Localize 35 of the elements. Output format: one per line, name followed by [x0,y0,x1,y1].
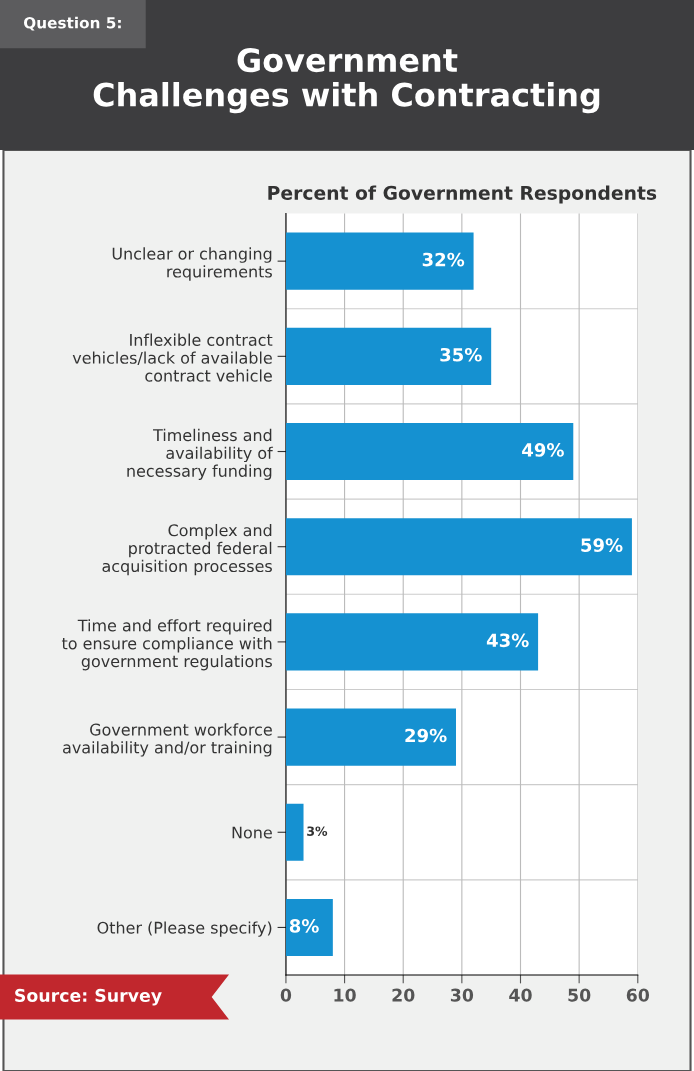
data-label: 35% [440,347,482,362]
chart-title: Government Challenges with Contracting [93,48,600,114]
x-tick-label: 20 [392,988,415,1002]
y-tick-label: Complex and protracted federal acquisition processes [102,523,272,576]
data-label: 29% [405,728,447,743]
y-tick-label: Government workforce availability and/or training [63,723,272,757]
data-label: 32% [422,252,465,267]
source-note: Source: Survey [15,988,162,1006]
bar [285,613,539,671]
y-tick-label: Other (Please specify) [97,921,272,937]
bar [285,803,304,861]
data-label: 8% [289,919,319,933]
y-tick-label: Unclear or changing requirements [112,247,272,281]
text: Question 5: [23,16,121,31]
bar [285,422,574,481]
x-tick-label: 0 [280,988,292,1002]
x-tick-label: 60 [626,988,650,1002]
y-tick-label: None [232,826,272,839]
data-label: 3% [307,826,328,836]
x-tick-label: 40 [509,988,532,1002]
bar [285,898,333,956]
bar [285,518,632,576]
y-tick-label: Time and effort required to ensure compliance with government regulations [61,619,272,671]
x-axis-title: Percent of Government Respondents [268,185,657,204]
bar [285,327,492,385]
x-tick-label: 50 [568,988,591,1002]
x-tick-label: 30 [450,988,474,1002]
data-label: 43% [486,633,529,648]
y-tick-label: Inflexible contract vehicles/lack of available contract vehicle [72,333,273,382]
data-label: 49% [522,443,564,457]
bar [285,708,456,766]
x-tick-label: 10 [334,988,356,1002]
data-label: 59% [581,538,623,552]
y-tick-label: Timeliness and availability of necessary funding [127,428,274,481]
bar [285,232,474,290]
